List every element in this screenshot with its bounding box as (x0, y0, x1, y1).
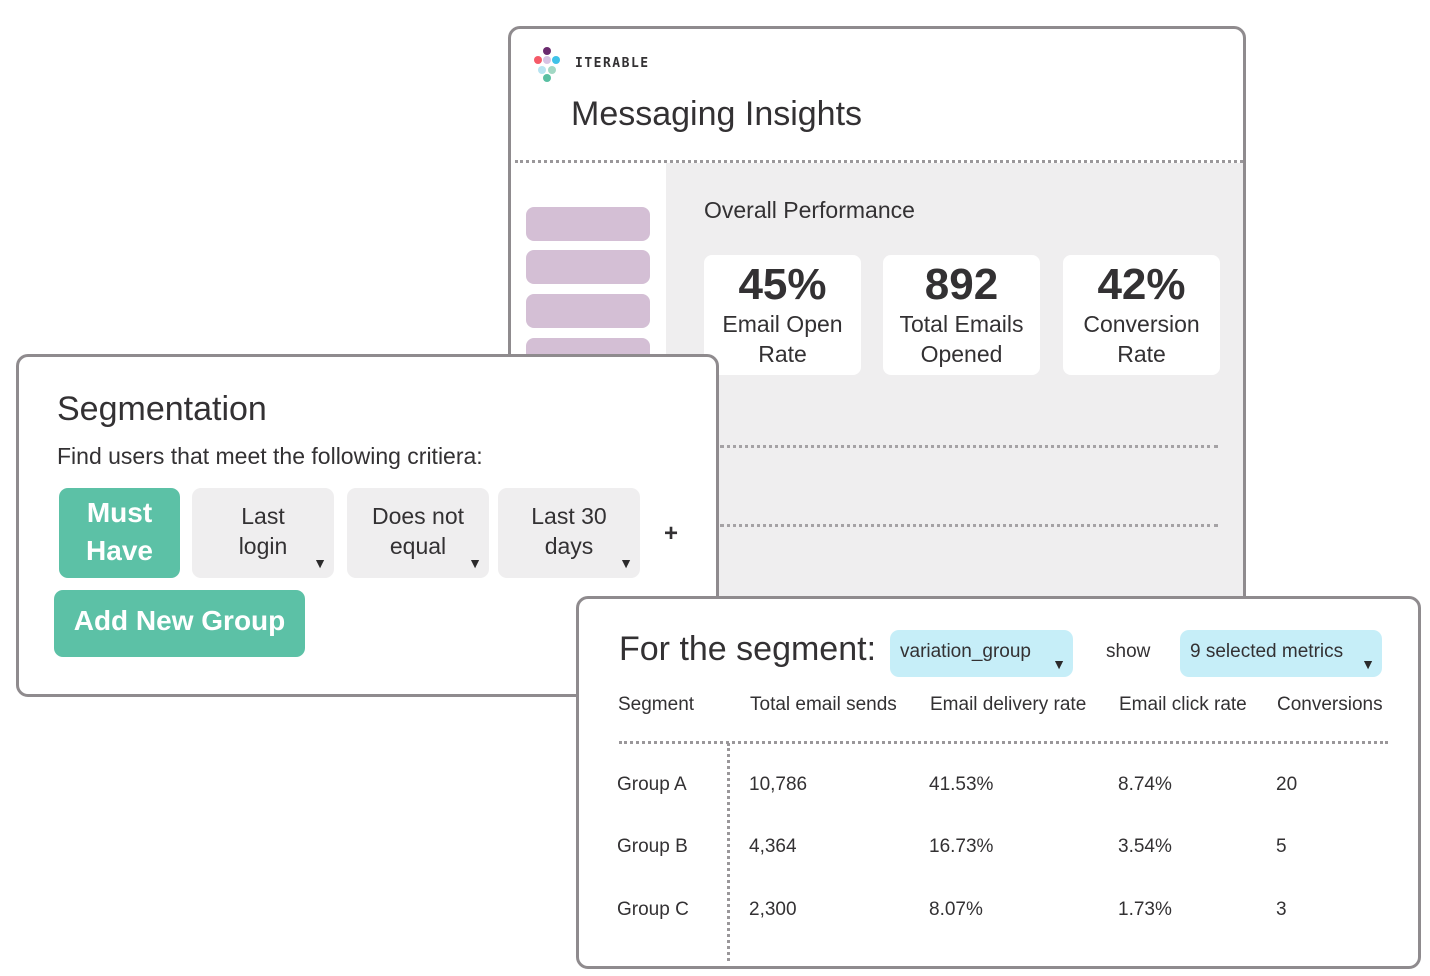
table-cell-segment: Group B (617, 836, 688, 857)
chip-label: Last login (192, 488, 334, 561)
table-cell-conversions: 5 (1276, 836, 1287, 857)
table-cell-click: 8.74% (1118, 774, 1172, 795)
kpi-card-open-rate: 45% Email Open Rate (704, 255, 861, 375)
table-cell-delivery: 8.07% (929, 899, 983, 920)
divider (720, 524, 1218, 527)
page-title: Messaging Insights (571, 95, 863, 133)
column-header-conversions: Conversions (1277, 694, 1383, 715)
brand-name: ITERABLE (575, 56, 650, 71)
chip-label-line: days (544, 533, 594, 559)
sidebar-item-1[interactable] (526, 207, 650, 241)
kpi-value: 45% (738, 260, 827, 309)
sidebar-item-2[interactable] (526, 250, 650, 284)
chip-label-line: Last 30 (531, 503, 607, 529)
table-cell-sends: 2,300 (749, 899, 797, 920)
field-dropdown[interactable]: Last login ▼ (192, 488, 334, 578)
table-cell-delivery: 41.53% (929, 774, 994, 795)
column-header-click-rate: Email click rate (1119, 694, 1247, 715)
table-cell-segment: Group A (617, 774, 687, 795)
caret-down-icon: ▼ (1361, 656, 1375, 672)
table-cell-sends: 10,786 (749, 774, 808, 795)
table-cell-click: 3.54% (1118, 836, 1172, 857)
must-have-toggle[interactable]: Must Have (59, 488, 180, 578)
kpi-label: Opened (920, 341, 1003, 367)
segmentation-title: Segmentation (57, 390, 267, 428)
segment-metrics-window: For the segment: variation_group ▼ show … (576, 596, 1421, 969)
table-cell-conversions: 3 (1276, 899, 1287, 920)
chip-label-line: Does not (371, 503, 465, 529)
chip-label: Does not equal (347, 488, 489, 561)
operator-dropdown[interactable]: Does not equal ▼ (347, 488, 489, 578)
kpi-label: Email Open (722, 311, 843, 337)
table-cell-conversions: 20 (1276, 774, 1298, 795)
chip-label-line: Have (86, 535, 153, 566)
chip-label-line: Must (86, 497, 153, 528)
kpi-label: Rate (1117, 341, 1166, 367)
column-header-delivery-rate: Email delivery rate (930, 694, 1087, 715)
iterable-logo-icon (529, 47, 565, 83)
caret-down-icon: ▼ (313, 555, 327, 571)
date-range-dropdown[interactable]: Last 30 days ▼ (498, 488, 640, 578)
metrics-dropdown[interactable]: 9 selected metrics ▼ (1180, 630, 1382, 677)
sidebar-item-3[interactable] (526, 294, 650, 328)
chip-label: Last 30 days (498, 488, 640, 561)
kpi-label: Total Emails (899, 311, 1024, 337)
chip-label-line: login (238, 533, 288, 559)
section-title: Overall Performance (704, 197, 915, 223)
kpi-label: Conversion (1083, 311, 1200, 337)
dropdown-value: 9 selected metrics (1190, 641, 1344, 662)
segmentation-subtitle: Find users that meet the following criti… (57, 443, 483, 469)
chip-label-line: Last (241, 503, 285, 529)
kpi-value: 42% (1097, 260, 1186, 309)
caret-down-icon: ▼ (619, 555, 633, 571)
kpi-card-conversion-rate: 42% Conversion Rate (1063, 255, 1220, 375)
kpi-label: Rate (758, 341, 807, 367)
caret-down-icon: ▼ (468, 555, 482, 571)
chip-label-line: equal (389, 533, 447, 559)
add-new-group-button[interactable]: Add New Group (54, 590, 305, 657)
show-label: show (1106, 641, 1151, 662)
divider (720, 445, 1218, 448)
column-header-total-sends: Total email sends (750, 694, 897, 715)
column-header-segment: Segment (618, 694, 695, 715)
table-header-divider (619, 741, 1388, 744)
table-cell-segment: Group C (617, 899, 689, 920)
header-divider (515, 160, 1243, 163)
performance-panel: Overall Performance 45% Email Open Rate … (666, 163, 1243, 643)
table-column-divider (727, 743, 730, 961)
dropdown-value: variation_group (900, 641, 1031, 662)
segment-heading: For the segment: (619, 630, 877, 668)
table-cell-sends: 4,364 (749, 836, 797, 857)
table-cell-delivery: 16.73% (929, 836, 994, 857)
kpi-value: 892 (924, 260, 999, 309)
table-cell-click: 1.73% (1118, 899, 1172, 920)
kpi-card-emails-opened: 892 Total Emails Opened (883, 255, 1040, 375)
segment-dropdown[interactable]: variation_group ▼ (890, 630, 1073, 677)
caret-down-icon: ▼ (1052, 656, 1066, 672)
chip-label: Must Have (59, 488, 180, 570)
add-criteria-button[interactable]: + (664, 520, 679, 547)
